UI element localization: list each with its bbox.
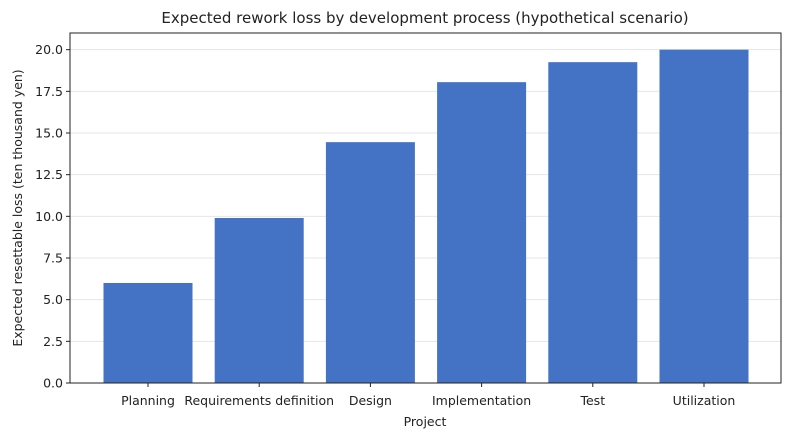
bars	[103, 49, 749, 384]
bar	[548, 62, 638, 384]
y-axis-ticks: 0.0 2.5 5.0 7.5 10.0 12.5 15.0 17.5 20.0	[35, 42, 70, 391]
x-tick-label: Test	[579, 393, 605, 408]
x-tick-label: Utilization	[673, 393, 736, 408]
y-tick-label: 2.5	[43, 334, 63, 349]
y-tick-label: 0.0	[43, 376, 63, 391]
y-tick-label: 5.0	[43, 292, 63, 307]
y-axis-label: Expected resettable loss (ten thousand y…	[10, 69, 25, 346]
y-tick-label: 7.5	[43, 251, 63, 266]
plot-frame	[69, 32, 782, 384]
bar	[659, 49, 749, 384]
x-tick-label: Design	[349, 393, 392, 408]
y-tick-label: 15.0	[35, 126, 63, 141]
x-tick-label: Implementation	[432, 393, 531, 408]
y-tick-label: 10.0	[35, 209, 63, 224]
y-tick-label: 17.5	[35, 84, 63, 99]
chart-title: Expected rework loss by development proc…	[161, 9, 688, 27]
bar	[103, 283, 193, 383]
bar	[437, 82, 527, 384]
y-tick-label: 20.0	[35, 42, 63, 57]
x-axis-ticks: Planning Requirements definition Design Imp…	[121, 383, 735, 408]
bar	[325, 142, 415, 383]
x-tick-label: Requirements definition	[184, 393, 334, 408]
x-tick-label: Planning	[121, 393, 175, 408]
x-axis-label: Project	[404, 414, 447, 429]
bar	[214, 218, 304, 383]
y-tick-label: 12.5	[35, 167, 63, 182]
